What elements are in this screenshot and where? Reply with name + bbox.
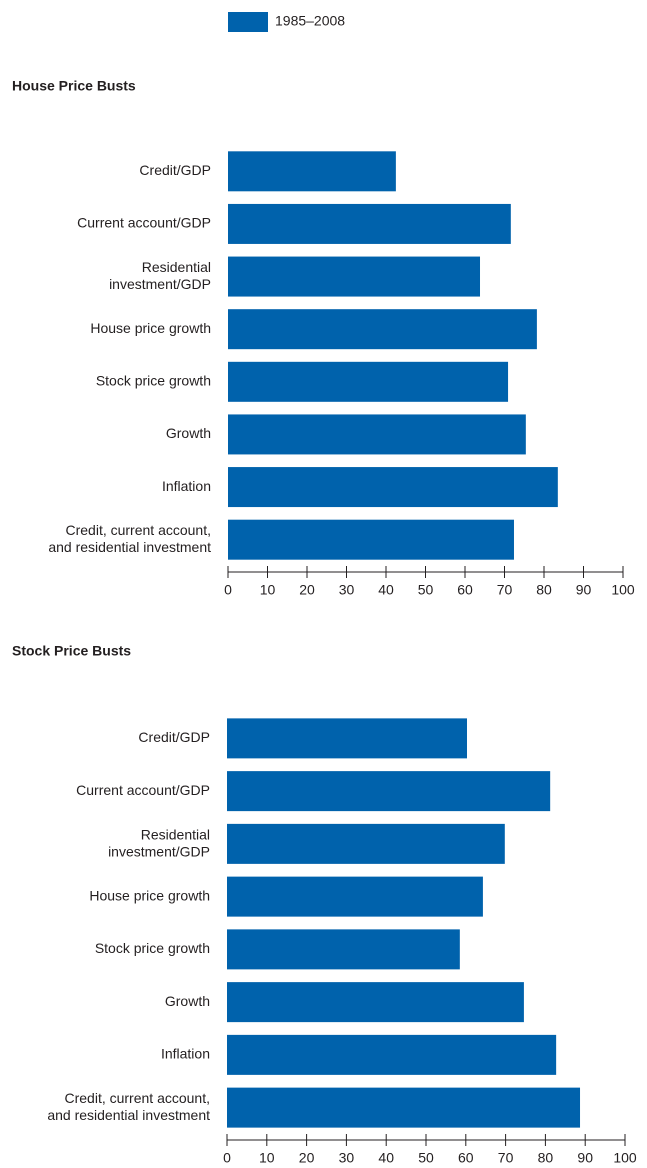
bar	[228, 203, 511, 244]
x-tick-label: 10	[260, 582, 276, 598]
bar	[228, 309, 537, 350]
x-tick-label: 30	[339, 582, 355, 598]
y-tick-label: Current account/GDP	[76, 782, 210, 798]
x-tick-label: 70	[497, 582, 513, 598]
y-tick-label: Credit/GDP	[139, 162, 211, 178]
bar	[227, 929, 460, 970]
x-tick-label: 50	[418, 582, 434, 598]
bar	[228, 256, 481, 297]
bar	[227, 876, 483, 917]
y-tick-label: Stock price growth	[95, 940, 210, 956]
x-tick-label: 20	[299, 582, 315, 598]
x-tick-label: 0	[224, 582, 232, 598]
chart-title: House Price Busts	[12, 78, 136, 94]
bar	[227, 823, 505, 864]
legend-label: 1985–2008	[275, 13, 345, 29]
y-tick-label: Current account/GDP	[77, 215, 211, 231]
bar	[228, 151, 396, 192]
bar	[228, 519, 514, 560]
x-tick-label: 80	[538, 1150, 554, 1166]
y-tick-label: Credit/GDP	[138, 729, 210, 745]
x-tick-label: 40	[378, 582, 394, 598]
x-tick-label: 60	[458, 1150, 474, 1166]
bar	[228, 414, 526, 455]
x-tick-label: 100	[611, 582, 635, 598]
y-tick-label: Residential investment/GDP	[108, 826, 210, 859]
bar	[227, 1034, 557, 1075]
chart-title: Stock Price Busts	[12, 643, 131, 659]
y-tick-label: Growth	[166, 425, 211, 441]
x-tick-label: 90	[576, 582, 592, 598]
y-tick-label: Stock price growth	[96, 373, 211, 389]
x-tick-label: 60	[457, 582, 473, 598]
x-tick-label: 90	[577, 1150, 593, 1166]
x-tick-label: 100	[613, 1150, 637, 1166]
x-tick-label: 30	[339, 1150, 355, 1166]
y-tick-label: Residential investment/GDP	[109, 259, 211, 292]
y-tick-label: Inflation	[162, 478, 211, 494]
x-tick-label: 80	[536, 582, 552, 598]
x-tick-label: 50	[418, 1150, 434, 1166]
bar	[227, 982, 524, 1023]
y-tick-label: Credit, current account, and residential …	[47, 1090, 210, 1123]
y-tick-label: Growth	[165, 993, 210, 1009]
bar	[228, 467, 558, 508]
y-tick-label: Credit, current account, and residential …	[48, 522, 211, 555]
x-tick-label: 0	[223, 1150, 231, 1166]
x-tick-label: 70	[498, 1150, 514, 1166]
bar	[228, 361, 509, 402]
bar	[227, 771, 551, 812]
y-tick-label: Inflation	[161, 1046, 210, 1062]
bar	[227, 1087, 581, 1128]
y-tick-label: House price growth	[90, 320, 211, 336]
x-tick-label: 40	[378, 1150, 394, 1166]
x-tick-label: 20	[299, 1150, 315, 1166]
bar	[227, 718, 467, 759]
legend-swatch	[228, 12, 268, 32]
y-tick-label: House price growth	[89, 887, 210, 903]
x-tick-label: 10	[259, 1150, 275, 1166]
